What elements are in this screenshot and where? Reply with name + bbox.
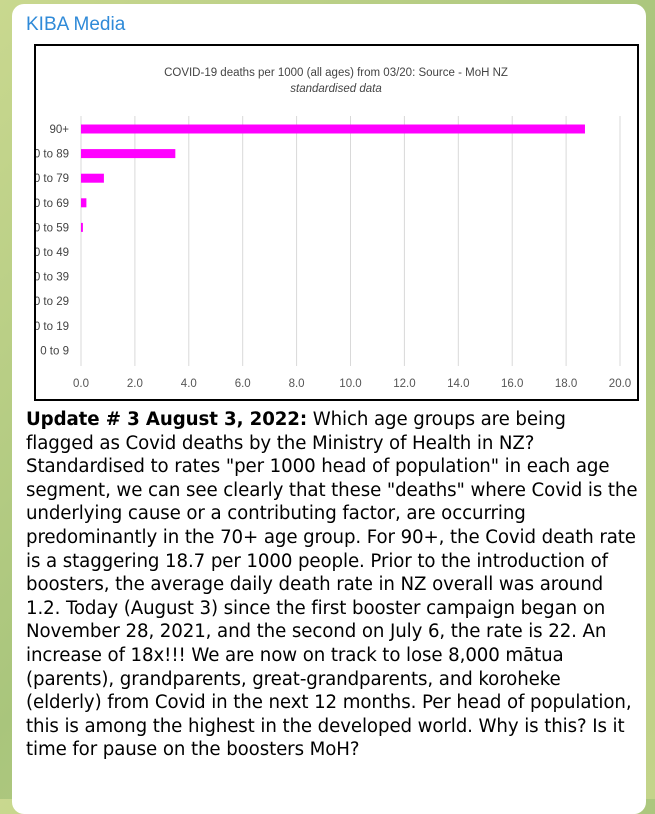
channel-name[interactable]: KIBA Media: [26, 14, 126, 35]
x-tick-label: 4.0: [181, 378, 197, 390]
bar: [81, 124, 585, 134]
message-card: KIBA Media COVID-19 deaths per 1000 (all…: [12, 4, 646, 814]
x-tick-label: 14.0: [447, 378, 469, 390]
y-category-label: 50 to 59: [36, 222, 69, 234]
y-category-label: 0 to 9: [40, 345, 69, 357]
y-category-label: 70 to 79: [36, 173, 69, 185]
x-tick-label: 12.0: [393, 378, 415, 390]
y-category-label: 20 to 29: [36, 296, 69, 308]
chart-title: COVID-19 deaths per 1000 (all ages) from…: [164, 67, 508, 79]
y-category-label: 60 to 69: [36, 198, 69, 210]
message-text: Update # 3 August 3, 2022: Which age gro…: [26, 408, 638, 762]
bar: [81, 198, 87, 208]
y-category-label: 10 to 19: [36, 321, 69, 333]
bar: [81, 173, 104, 183]
x-tick-label: 10.0: [339, 378, 361, 390]
bar: [81, 222, 83, 232]
y-category-label: 30 to 39: [36, 272, 69, 284]
y-category-label: 80 to 89: [36, 149, 69, 161]
y-category-label: 90+: [49, 124, 69, 136]
x-tick-label: 0.0: [73, 378, 89, 390]
x-tick-label: 20.0: [609, 378, 631, 390]
x-tick-label: 8.0: [289, 378, 305, 390]
message-headline: Update # 3 August 3, 2022:: [26, 409, 308, 430]
x-tick-label: 6.0: [235, 378, 251, 390]
x-tick-label: 16.0: [501, 378, 523, 390]
message-body: Which age groups are being flagged as Co…: [26, 409, 638, 761]
bar: [81, 149, 176, 159]
chart-subtitle: standardised data: [290, 83, 381, 95]
y-category-label: 40 to 49: [36, 247, 69, 259]
x-tick-label: 2.0: [127, 378, 143, 390]
bar-chart: COVID-19 deaths per 1000 (all ages) from…: [36, 67, 631, 390]
chart-image[interactable]: COVID-19 deaths per 1000 (all ages) from…: [34, 44, 639, 401]
x-tick-label: 18.0: [555, 378, 577, 390]
